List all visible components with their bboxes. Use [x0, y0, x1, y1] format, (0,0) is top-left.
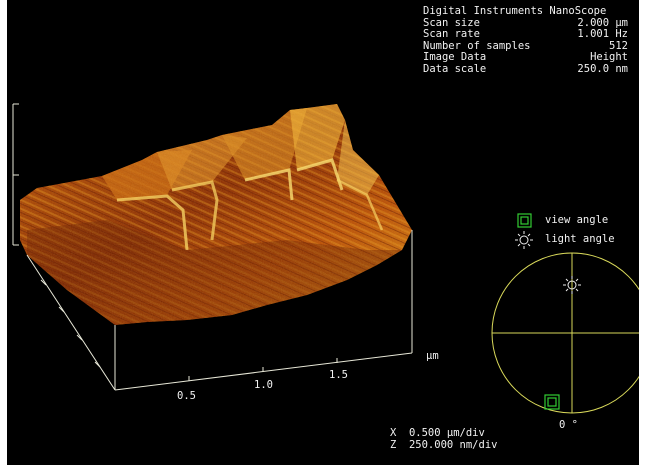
- instrument-title: Digital Instruments NanoScope: [423, 5, 607, 17]
- y-axis-ticks: [40, 279, 101, 368]
- info-row-scan-size: Scan size 2.000 µm: [423, 16, 628, 29]
- light-angle-label: light angle: [545, 233, 615, 245]
- x-tick-label: 0.5: [177, 390, 196, 402]
- info-row-image-data: Image Data Height: [423, 51, 628, 64]
- z-axis: [12, 103, 19, 246]
- afm-surface-canvas: [12, 103, 639, 414]
- x-scale-readout: X 0.500 µm/div: [390, 427, 485, 439]
- x-tick-label: 1.5: [329, 369, 348, 381]
- x-tick-label: 1.0: [254, 379, 273, 391]
- info-row-samples: Number of samples 512: [423, 39, 628, 52]
- view-angle-legend-icon: [517, 213, 532, 228]
- z-scale-readout: Z 250.000 nm/div: [390, 439, 498, 451]
- x-axis-ticks: [188, 358, 338, 381]
- light-angle-marker-icon[interactable]: [563, 276, 581, 294]
- axis-unit-label: µm: [426, 350, 439, 362]
- view-angle-marker-icon[interactable]: [544, 394, 560, 410]
- orientation-dial: [491, 252, 639, 414]
- height-surface: [20, 104, 412, 325]
- info-row-data-scale: Data scale 250.0 nm: [423, 62, 628, 75]
- view-angle-label: view angle: [545, 214, 609, 226]
- angle-readout: 0 °: [559, 419, 578, 431]
- light-angle-legend-icon: [515, 231, 533, 249]
- afm-3d-view: Digital Instruments NanoScope Scan size 2…: [7, 0, 639, 465]
- info-row-scan-rate: Scan rate 1.001 Hz: [423, 28, 628, 41]
- scan-info-panel: Digital Instruments NanoScope Scan size 2…: [423, 5, 628, 76]
